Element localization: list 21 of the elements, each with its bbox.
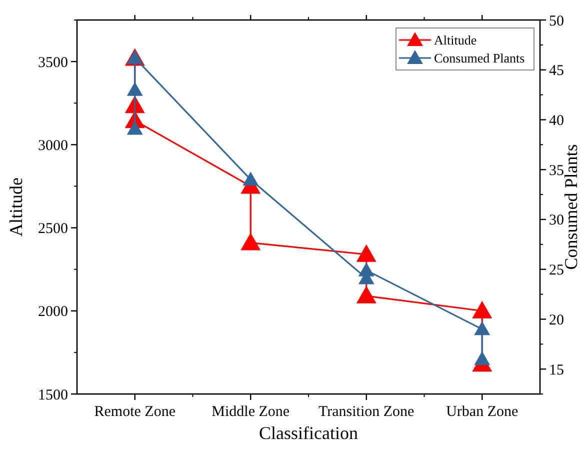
x-tick-label: Urban Zone (446, 404, 518, 420)
y-tick-label: 3500 (38, 54, 68, 71)
y-axis-title: Altitude (6, 177, 26, 236)
y-tick-label: 2500 (38, 221, 68, 238)
y2-tick-label: 40 (549, 112, 564, 129)
y2-tick-label: 25 (549, 262, 564, 279)
y2-tick-label: 15 (549, 362, 564, 378)
y2-tick-label: 50 (549, 13, 564, 30)
legend-label: Altitude (434, 32, 477, 48)
y2-tick-label: 30 (549, 212, 564, 229)
y-tick-label: 2000 (38, 304, 68, 320)
y-tick-label: 1500 (38, 387, 68, 404)
y2-tick-label: 20 (549, 312, 564, 328)
legend-label: Consumed Plants (434, 50, 525, 66)
x-tick-label: Transition Zone (318, 404, 415, 420)
y2-tick-label: 35 (549, 162, 564, 179)
x-tick-label: Middle Zone (212, 404, 290, 420)
x-axis-title: Classification (259, 423, 358, 443)
x-tick-label: Remote Zone (94, 404, 176, 420)
y2-tick-label: 45 (549, 63, 564, 80)
y-tick-label: 3000 (38, 138, 68, 154)
